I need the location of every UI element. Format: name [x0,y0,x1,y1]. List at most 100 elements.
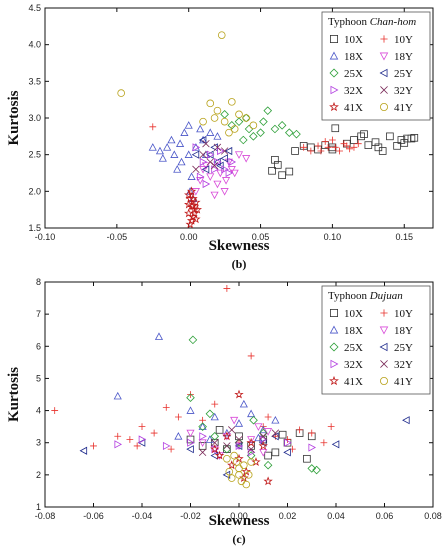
y-tick-label: 6 [36,341,41,351]
legend-label-18Y: 18Y [394,51,413,63]
x-tick-label: 0.15 [395,232,413,242]
legend-label-32Y: 32Y [394,85,413,97]
legend-label-25X: 25X [344,68,363,80]
point-18Y [254,423,263,431]
point-25X [259,117,268,126]
point-18X [187,172,196,180]
point-25X [284,128,294,137]
point-32Y [192,165,200,174]
point-25Y [259,438,267,447]
point-10Y [350,143,358,151]
x-tick-label: -0.06 [83,511,104,521]
point-41Y [220,117,229,126]
point-10X [291,147,299,155]
point-18X [174,432,183,440]
point-41Y [230,125,239,133]
point-32Y [213,143,222,152]
point-10Y [247,352,255,360]
point-10Y [126,436,134,443]
legend-label-10Y: 10Y [394,308,413,320]
point-41X [184,199,194,209]
point-25Y [220,154,228,163]
point-41X [186,186,197,196]
x-tick-label: -0.04 [132,511,153,521]
point-25Y [137,438,146,447]
point-32X [308,443,316,452]
y-axis-label: Kurtosis [6,90,22,145]
legend-label-41Y: 41Y [394,376,413,388]
series-41X [184,186,203,228]
point-10X [400,139,409,147]
point-10Y [114,432,122,440]
point-18X [196,124,205,133]
x-tick-label: 0.05 [252,232,270,242]
point-32Y [202,139,210,148]
point-18X [173,165,182,173]
point-41Y [217,31,226,39]
point-25Y [331,440,340,449]
point-25X [249,132,258,141]
point-32X [228,157,237,167]
point-25Y [224,146,233,156]
point-10Y [271,432,279,440]
point-41Y [210,114,219,122]
point-10X [223,445,231,453]
legend-marker-41X [329,101,339,112]
point-25X [188,335,198,345]
point-41Y [227,474,236,482]
x-axis-label: Skewness [209,238,270,254]
point-41X [234,389,244,399]
legend-marker-18X [329,51,339,60]
legend-title-name: Dujuan [369,290,404,302]
point-41X [258,441,268,450]
point-18X [184,121,193,129]
point-32Y [220,147,229,155]
point-41Y [225,128,233,137]
point-25Y [186,445,194,454]
y-tick-label: 4.0 [28,40,41,50]
point-18X [247,409,256,418]
point-41X [184,190,194,199]
point-41X [189,208,200,218]
point-18Y [220,188,229,196]
point-10X [271,448,280,457]
point-41X [222,431,232,441]
legend-marker-25Y [379,342,388,352]
point-10Y [264,413,272,421]
point-10Y [317,147,325,155]
legend-marker-32X [330,85,339,95]
point-32X [221,165,229,174]
point-41Y [235,471,243,479]
point-18X [180,128,189,136]
point-25X [239,135,248,145]
point-18Y [230,416,239,425]
point-18Y [221,177,231,185]
legend-marker-32Y [380,86,388,94]
point-18Y [227,166,236,174]
point-41X [227,460,237,470]
legend-marker-41X [329,375,339,386]
point-41X [210,444,220,454]
point-32X [284,438,292,447]
point-18X [163,143,172,151]
point-10Y [211,400,219,408]
x-tick-label: -0.05 [107,232,128,242]
point-18Y [196,177,205,185]
series-41Y [117,31,258,137]
point-41Y [213,106,222,115]
point-32X [206,150,215,159]
x-tick-label: 0.06 [376,511,394,521]
point-18Y [234,442,244,451]
point-32X [138,435,147,444]
y-tick-label: 5 [36,373,41,383]
series-32Y [192,139,229,174]
legend-title: Typhoon Dujuan [328,290,403,302]
legend-marker-18X [329,325,339,334]
point-32X [202,179,211,189]
point-25X [244,124,254,134]
point-25X [277,121,287,130]
point-18Y [264,428,273,436]
point-10Y [150,429,158,437]
point-32Y [210,161,219,170]
point-10Y [51,407,59,414]
